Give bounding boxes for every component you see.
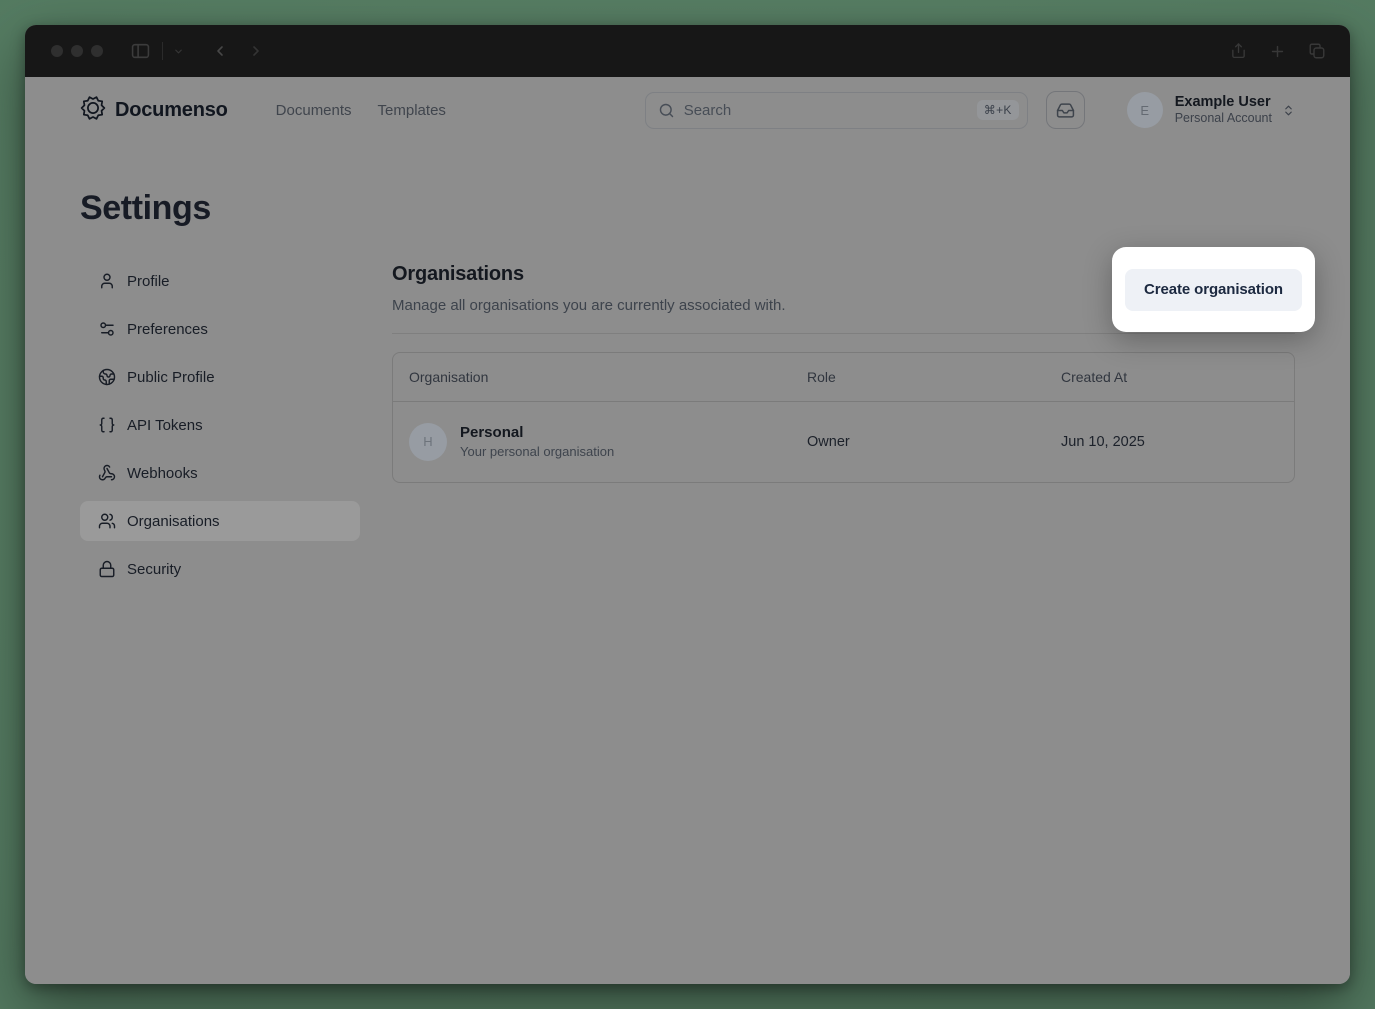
- brand[interactable]: Documenso: [80, 95, 228, 126]
- page-title: Settings: [80, 189, 211, 227]
- create-organisation-button[interactable]: Create organisation: [1125, 268, 1302, 311]
- organisations-section: Organisations Manage all organisations y…: [392, 261, 1295, 589]
- app-content: Documenso Documents Templates ⌘+K: [25, 77, 1350, 984]
- organisations-table: Organisation Role Created At H Personal …: [392, 352, 1295, 483]
- sidebar-item-organisations[interactable]: Organisations: [80, 501, 360, 541]
- chevrons-up-down-icon: [1282, 104, 1295, 117]
- close-window-icon[interactable]: [51, 45, 63, 57]
- main-nav: Documents Templates: [276, 102, 446, 119]
- organisation-role: Owner: [807, 434, 850, 450]
- inbox-icon: [1056, 101, 1075, 120]
- column-header-role: Role: [807, 369, 836, 385]
- user-menu[interactable]: E Example User Personal Account: [1126, 92, 1295, 128]
- user-name: Example User: [1174, 94, 1271, 111]
- search-input[interactable]: [683, 101, 977, 119]
- back-icon[interactable]: [212, 43, 228, 59]
- window-controls: [51, 45, 103, 57]
- inbox-button[interactable]: [1045, 91, 1085, 129]
- table-header-row: Organisation Role Created At: [393, 353, 1294, 401]
- brand-name: Documenso: [115, 98, 228, 121]
- sidebar-item-preferences[interactable]: Preferences: [80, 309, 360, 349]
- sidebar-item-label: Security: [127, 560, 182, 578]
- braces-icon: [98, 416, 116, 434]
- settings-sidebar: Profile Preferences Public Profile: [80, 261, 360, 589]
- section-description: Manage all organisations you are current…: [392, 297, 786, 314]
- sidebar-item-public-profile[interactable]: Public Profile: [80, 357, 360, 397]
- users-icon: [98, 512, 116, 530]
- sidebar-item-label: API Tokens: [127, 416, 203, 434]
- column-header-organisation: Organisation: [409, 369, 489, 385]
- sidebar-item-label: Organisations: [127, 512, 220, 530]
- titlebar-divider: [162, 42, 163, 60]
- sidebar-item-label: Public Profile: [127, 368, 215, 386]
- organisation-description: Your personal organisation: [460, 444, 615, 460]
- browser-window: Documenso Documents Templates ⌘+K: [25, 25, 1350, 984]
- table-row[interactable]: H Personal Your personal organisation Ow…: [393, 401, 1294, 482]
- lock-icon: [98, 560, 116, 578]
- column-header-created-at: Created At: [1061, 369, 1128, 385]
- browser-titlebar: [25, 25, 1350, 77]
- user-icon: [98, 272, 116, 290]
- nav-documents[interactable]: Documents: [275, 101, 352, 119]
- search-box[interactable]: ⌘+K: [644, 91, 1028, 129]
- app-header: Documenso Documents Templates ⌘+K: [25, 77, 1350, 143]
- organisation-avatar: H: [409, 422, 447, 461]
- sidebar-item-label: Webhooks: [127, 464, 198, 482]
- user-account-type: Personal Account: [1174, 111, 1272, 126]
- documenso-logo-icon: [80, 95, 106, 126]
- globe-icon: [98, 368, 116, 386]
- sidebar-item-webhooks[interactable]: Webhooks: [80, 453, 360, 493]
- section-title: Organisations: [392, 263, 524, 285]
- user-avatar: E: [1126, 92, 1163, 128]
- search-shortcut-badge: ⌘+K: [976, 100, 1019, 120]
- minimize-window-icon[interactable]: [71, 45, 83, 57]
- webhook-icon: [98, 464, 116, 482]
- zoom-window-icon[interactable]: [91, 45, 103, 57]
- tab-overview-icon[interactable]: [1308, 42, 1326, 60]
- sidebar-item-profile[interactable]: Profile: [80, 261, 360, 301]
- nav-templates[interactable]: Templates: [377, 101, 446, 119]
- chevron-down-icon[interactable]: [173, 46, 184, 57]
- organisation-created-at: Jun 10, 2025: [1061, 434, 1145, 450]
- sidebar-item-api-tokens[interactable]: API Tokens: [80, 405, 360, 445]
- forward-icon[interactable]: [248, 43, 264, 59]
- sidebar-item-security[interactable]: Security: [80, 549, 360, 589]
- search-icon: [658, 102, 675, 119]
- share-icon[interactable]: [1230, 42, 1247, 60]
- sidebar-toggle-icon[interactable]: [131, 43, 150, 59]
- preferences-icon: [98, 320, 116, 338]
- onboarding-spotlight: Create organisation: [1112, 247, 1315, 332]
- new-tab-icon[interactable]: [1269, 43, 1286, 60]
- section-divider: [392, 333, 1295, 334]
- sidebar-item-label: Profile: [127, 272, 170, 290]
- sidebar-item-label: Preferences: [127, 320, 208, 338]
- organisation-name: Personal: [460, 423, 524, 441]
